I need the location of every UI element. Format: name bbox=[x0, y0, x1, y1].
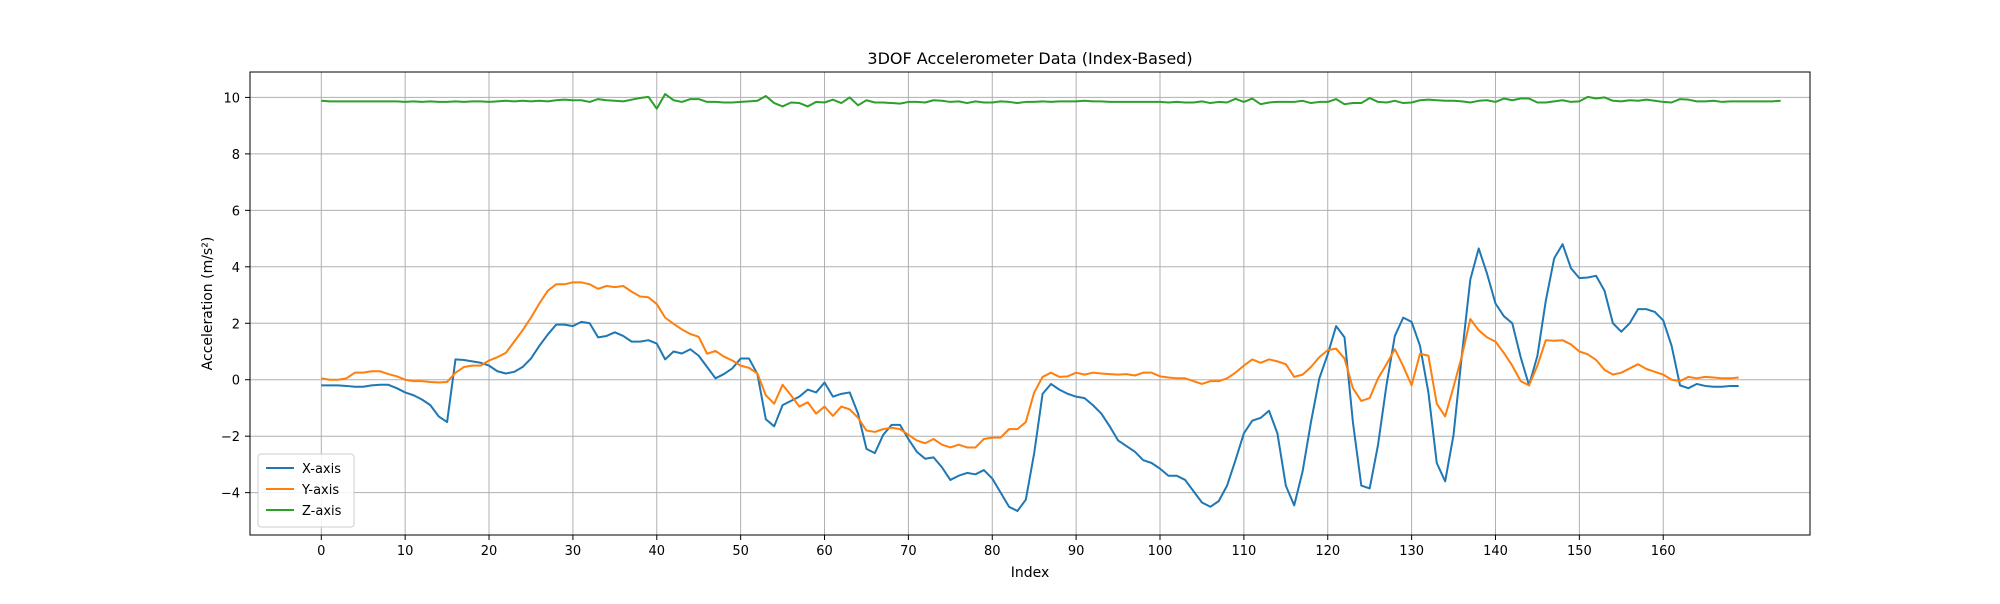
x-tick-label: 120 bbox=[1315, 544, 1340, 559]
x-tick-label: 30 bbox=[565, 544, 582, 559]
x-tick-label: 0 bbox=[317, 544, 325, 559]
x-tick-label: 20 bbox=[481, 544, 498, 559]
chart-title: 3DOF Accelerometer Data (Index-Based) bbox=[867, 49, 1192, 68]
y-tick-label: 2 bbox=[232, 317, 240, 332]
series-line-x-axis bbox=[321, 243, 1739, 512]
x-tick-label: 60 bbox=[816, 544, 833, 559]
y-tick-label: −2 bbox=[221, 430, 240, 445]
y-axis-ticks: −4 −2 0 2 4 6 8 10 bbox=[221, 91, 250, 502]
x-tick-label: 100 bbox=[1148, 544, 1173, 559]
y-tick-label: 10 bbox=[223, 91, 240, 106]
legend-label: Z-axis bbox=[302, 504, 342, 519]
series-lines bbox=[321, 93, 1781, 512]
x-tick-label: 40 bbox=[649, 544, 666, 559]
x-tick-label: 80 bbox=[984, 544, 1001, 559]
x-tick-label: 70 bbox=[900, 544, 917, 559]
plot-frame bbox=[249, 71, 1811, 536]
x-tick-label: 130 bbox=[1399, 544, 1424, 559]
grid-lines bbox=[250, 72, 1810, 535]
legend-box bbox=[257, 453, 355, 528]
legend-label: Y-axis bbox=[301, 483, 339, 498]
legend: X-axis Y-axis Z-axis bbox=[257, 453, 355, 528]
series-line-z-axis bbox=[321, 93, 1781, 110]
x-tick-label: 110 bbox=[1231, 544, 1256, 559]
x-axis-title: Index bbox=[1011, 565, 1050, 581]
y-tick-label: 6 bbox=[232, 204, 240, 219]
legend-label: X-axis bbox=[302, 462, 341, 477]
x-tick-label: 90 bbox=[1068, 544, 1085, 559]
x-axis-ticks: 0 10 20 30 40 50 60 70 80 90 100 110 120 130 140 150 160 bbox=[317, 535, 1676, 559]
y-tick-label: 4 bbox=[232, 261, 240, 276]
series-line-y-axis bbox=[321, 281, 1739, 449]
y-tick-label: −4 bbox=[221, 487, 240, 502]
x-tick-label: 150 bbox=[1567, 544, 1592, 559]
x-tick-label: 10 bbox=[397, 544, 414, 559]
x-tick-label: 160 bbox=[1651, 544, 1676, 559]
y-tick-label: 0 bbox=[232, 374, 240, 389]
y-axis-title: Acceleration (m/s²) bbox=[200, 237, 216, 371]
x-tick-label: 50 bbox=[732, 544, 749, 559]
y-tick-label: 8 bbox=[232, 148, 240, 163]
x-tick-label: 140 bbox=[1483, 544, 1508, 559]
